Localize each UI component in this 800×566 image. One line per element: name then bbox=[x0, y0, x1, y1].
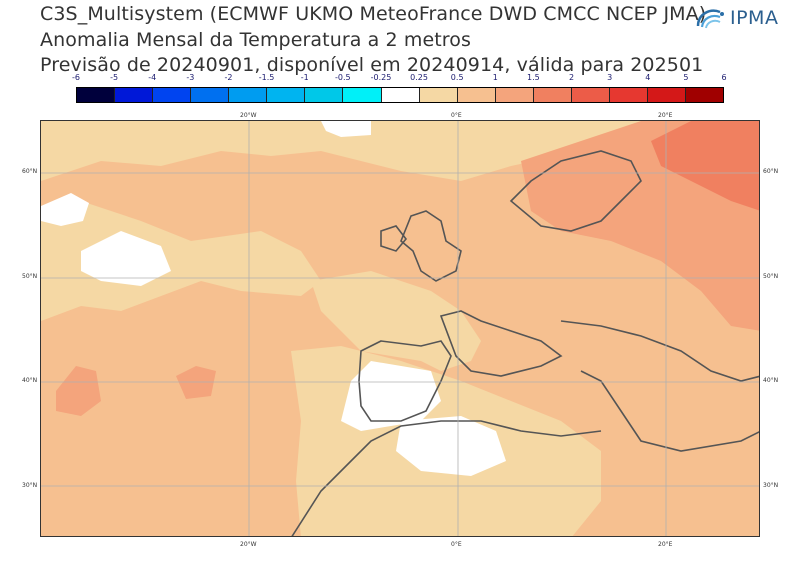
lat-label-left-60n: 60°N bbox=[22, 168, 38, 175]
title-validity: Previsão de 20240901, disponível em 2024… bbox=[40, 54, 704, 76]
lat-label-right-50n: 50°N bbox=[763, 273, 779, 280]
anomaly-zone-light-west bbox=[41, 201, 321, 321]
colorbar-segment bbox=[571, 88, 610, 102]
anomaly-zone-neutral-arctic bbox=[321, 121, 371, 137]
anomaly-zone-warm-atlantic-west bbox=[56, 366, 101, 416]
anomaly-zone-light-iberia bbox=[311, 271, 481, 371]
colorbar-tick-label: -5 bbox=[110, 73, 119, 82]
logo-text: IPMA bbox=[730, 7, 779, 29]
colorbar-tick-label: 0.25 bbox=[410, 73, 428, 82]
lon-label-bottom-20e: 20°E bbox=[658, 541, 673, 548]
anomaly-zone-hot-russia bbox=[651, 121, 759, 211]
colorbar-tick-label: -4 bbox=[148, 73, 157, 82]
coastlines bbox=[291, 150, 759, 536]
colorbar-segment bbox=[191, 88, 230, 102]
colorbar-tick-label: 1.5 bbox=[527, 73, 540, 82]
colorbar-tick-label: -0.5 bbox=[335, 73, 351, 82]
colorbar-tick-label: 4 bbox=[645, 73, 651, 82]
lat-label-right-30n: 30°N bbox=[763, 482, 779, 489]
colorbar-tick-label: 1 bbox=[492, 73, 498, 82]
lat-label-left-30n: 30°N bbox=[22, 482, 38, 489]
lat-label-right-40n: 40°N bbox=[763, 377, 779, 384]
lat-label-left-40n: 40°N bbox=[22, 377, 38, 384]
colorbar-tick-label: -1.5 bbox=[258, 73, 275, 82]
colorbar-segment bbox=[153, 88, 192, 102]
colorbar-tick-label: -3 bbox=[186, 73, 195, 82]
colorbar-segment bbox=[495, 88, 534, 102]
colorbar-segment bbox=[419, 88, 458, 102]
lon-label-bottom-0e: 0°E bbox=[451, 541, 462, 548]
lon-label-bottom-20w: 20°W bbox=[240, 541, 257, 548]
colorbar-tick-label: 5 bbox=[683, 73, 689, 82]
colorbar-segment bbox=[686, 88, 724, 102]
map-canvas bbox=[41, 121, 759, 536]
colorbar-tick-label: 0.5 bbox=[450, 73, 464, 82]
graticule bbox=[41, 121, 759, 536]
colorbar-segment bbox=[533, 88, 572, 102]
anomaly-zone-light-north bbox=[41, 121, 759, 181]
colorbar-segment bbox=[609, 88, 648, 102]
lon-label-top-20w: 20°W bbox=[240, 112, 257, 119]
colorbar-tick-label: -2 bbox=[224, 73, 233, 82]
colorbar-tick-label: 6 bbox=[721, 73, 727, 82]
lat-label-left-50n: 50°N bbox=[22, 273, 38, 280]
colorbar-segment bbox=[267, 88, 306, 102]
colorbar-tick-label: -0.25 bbox=[370, 73, 392, 82]
title-variable: Anomalia Mensal da Temperatura a 2 metro… bbox=[40, 29, 472, 51]
anomaly-zone-neutral-maghreb bbox=[396, 416, 506, 476]
lat-label-right-60n: 60°N bbox=[763, 168, 779, 175]
colorbar-segment bbox=[229, 88, 268, 102]
lon-label-top-20e: 20°E bbox=[658, 112, 673, 119]
colorbar-segment bbox=[457, 88, 496, 102]
colorbar bbox=[76, 87, 724, 103]
colorbar-tick-label: 3 bbox=[607, 73, 613, 82]
colorbar-segment bbox=[647, 88, 686, 102]
colorbar-segment bbox=[77, 88, 116, 102]
colorbar-segment bbox=[343, 88, 382, 102]
temperature-anomaly-map bbox=[40, 120, 760, 537]
title-model: C3S_Multisystem (ECMWF UKMO MeteoFrance … bbox=[40, 3, 707, 25]
ipma-logo: IPMA bbox=[694, 6, 784, 32]
lon-label-top-0e: 0°E bbox=[451, 112, 462, 119]
colorbar-tick-label: 2 bbox=[568, 73, 575, 82]
colorbar-tick-label: -1 bbox=[300, 73, 309, 82]
colorbar-segment bbox=[381, 88, 420, 102]
ipma-swirl-icon bbox=[696, 9, 724, 29]
anomaly-zone-neutral-iceland bbox=[41, 193, 89, 226]
anomaly-zone-warm-atlantic-east bbox=[176, 366, 216, 399]
colorbar-segment bbox=[115, 88, 154, 102]
colorbar-segment bbox=[305, 88, 344, 102]
colorbar-tick-label: -6 bbox=[72, 73, 80, 82]
anomaly-zone-neutral-atlantic bbox=[81, 231, 171, 286]
